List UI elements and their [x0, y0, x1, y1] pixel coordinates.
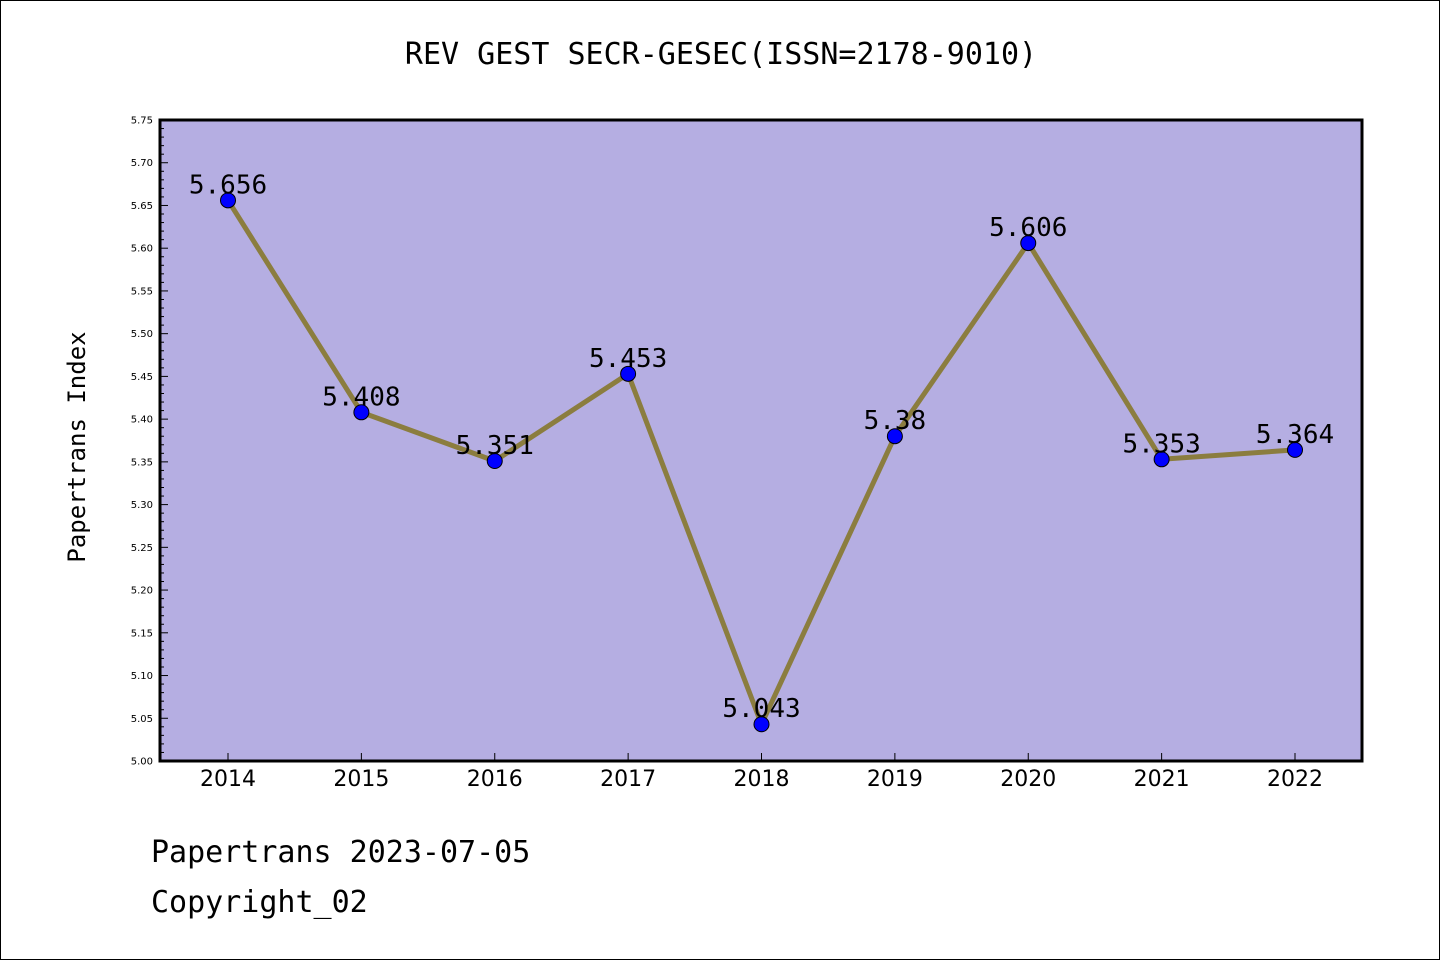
y-tick-label: 5.10 [131, 671, 153, 682]
data-point [1287, 441, 1303, 458]
plot-area [160, 120, 1362, 761]
x-tick-label: 2016 [467, 767, 523, 792]
y-tick-label: 5.25 [131, 543, 153, 554]
x-tick-label: 2017 [600, 767, 656, 792]
data-point [220, 192, 236, 209]
y-tick-label: 5.05 [131, 714, 153, 725]
data-point [886, 428, 903, 445]
y-tick-label: 5.55 [131, 286, 153, 297]
y-tick-label: 5.60 [131, 244, 153, 255]
footer-copyright: Copyright_02 [151, 885, 368, 920]
x-tick-label: 2018 [734, 767, 790, 792]
data-point [353, 404, 370, 421]
y-tick-label: 5.65 [131, 201, 153, 212]
y-tick-label: 5.70 [131, 158, 153, 169]
plot-frame [158, 118, 1364, 763]
x-tick-label: 2015 [333, 767, 389, 792]
data-label: 5.364 [1256, 420, 1334, 450]
data-point [1153, 451, 1170, 468]
y-tick-label: 5.40 [131, 415, 153, 426]
data-label: 5.351 [456, 431, 534, 461]
y-tick-label: 5.35 [131, 457, 153, 468]
x-tick-label: 2014 [200, 767, 256, 792]
y-tick-label: 5.15 [131, 628, 153, 639]
data-label: 5.38 [864, 406, 927, 436]
y-tick-label: 5.75 [131, 116, 153, 127]
data-point [486, 453, 503, 470]
footer-date: Papertrans 2023-07-05 [151, 835, 531, 870]
chart-title: REV GEST SECR-GESEC(ISSN=2178-9010) [404, 37, 1038, 72]
x-tick-label: 2020 [1000, 767, 1056, 792]
y-tick-label: 5.00 [131, 757, 153, 768]
data-label: 5.408 [322, 382, 400, 412]
data-label: 5.043 [722, 694, 800, 724]
data-point [1020, 235, 1037, 252]
data-label: 5.353 [1122, 429, 1200, 459]
data-point [620, 365, 637, 382]
x-tick-label: 2022 [1267, 767, 1323, 792]
y-tick-label: 5.30 [131, 500, 153, 511]
data-label: 5.606 [989, 213, 1067, 243]
y-tick-label: 5.20 [131, 586, 153, 597]
data-point [753, 716, 770, 733]
data-label: 5.656 [189, 170, 267, 200]
y-tick-label: 5.50 [131, 329, 153, 340]
y-tick-label: 5.45 [131, 372, 153, 383]
x-tick-label: 2021 [1134, 767, 1190, 792]
x-tick-label: 2019 [867, 767, 923, 792]
data-label: 5.453 [589, 344, 667, 374]
